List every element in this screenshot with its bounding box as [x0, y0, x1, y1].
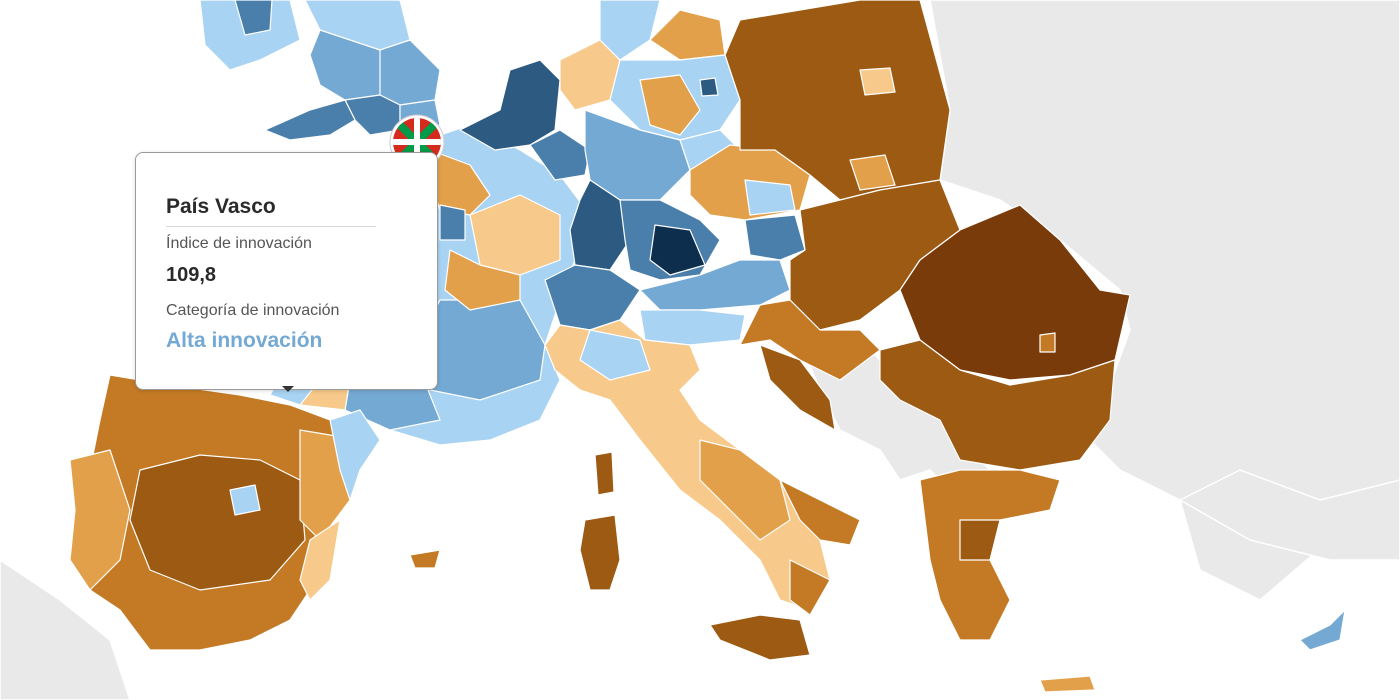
region[interactable] [129, 454, 306, 591]
region[interactable] [699, 77, 719, 97]
region[interactable] [594, 451, 615, 496]
non-eu-land [1179, 469, 1400, 561]
region[interactable] [229, 484, 261, 516]
region[interactable] [859, 67, 896, 96]
region[interactable] [444, 249, 521, 311]
region[interactable] [579, 329, 651, 381]
non-eu-land [0, 559, 131, 700]
region[interactable] [329, 409, 381, 501]
region[interactable] [299, 519, 341, 601]
tooltip: País Vasco Índice de innovación 109,8 Ca… [135, 152, 438, 392]
tooltip-arrow [282, 386, 294, 392]
region[interactable] [1039, 332, 1056, 353]
region[interactable] [1039, 675, 1096, 693]
category-value: Alta innovación [166, 329, 323, 352]
region[interactable] [264, 99, 356, 141]
region[interactable] [759, 344, 836, 431]
region[interactable] [649, 9, 726, 61]
region[interactable] [1299, 609, 1346, 651]
region-name: País Vasco [166, 195, 276, 218]
region[interactable] [439, 204, 466, 241]
region[interactable] [199, 0, 301, 71]
flag-part [393, 139, 441, 145]
index-value: 109,8 [166, 264, 217, 286]
region[interactable] [599, 0, 661, 61]
region[interactable] [69, 449, 131, 591]
region[interactable] [409, 549, 441, 569]
region[interactable] [544, 264, 641, 331]
region[interactable] [849, 154, 896, 191]
index-label: Índice de innovación [166, 235, 312, 252]
region[interactable] [379, 39, 441, 106]
region[interactable] [639, 74, 701, 136]
region[interactable] [739, 299, 881, 381]
region[interactable] [234, 0, 273, 36]
region[interactable] [459, 59, 561, 151]
divider [166, 226, 376, 227]
region[interactable] [579, 514, 621, 591]
region[interactable] [789, 559, 831, 616]
region[interactable] [744, 179, 796, 216]
region[interactable] [699, 439, 791, 541]
region[interactable] [709, 614, 811, 661]
region[interactable] [649, 224, 706, 276]
region[interactable] [879, 339, 1116, 471]
region[interactable] [744, 214, 806, 261]
region[interactable] [959, 519, 1001, 561]
region[interactable] [639, 309, 746, 346]
category-label: Categoría de innovación [166, 302, 340, 319]
region[interactable] [779, 479, 861, 546]
